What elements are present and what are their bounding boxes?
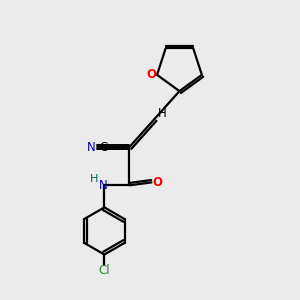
Text: O: O (152, 176, 162, 189)
Text: C: C (99, 141, 108, 154)
Text: N: N (87, 141, 96, 154)
Text: Cl: Cl (98, 264, 110, 277)
Text: H: H (90, 174, 98, 184)
Text: H: H (158, 107, 167, 120)
Text: O: O (147, 68, 157, 81)
Text: N: N (98, 179, 107, 192)
